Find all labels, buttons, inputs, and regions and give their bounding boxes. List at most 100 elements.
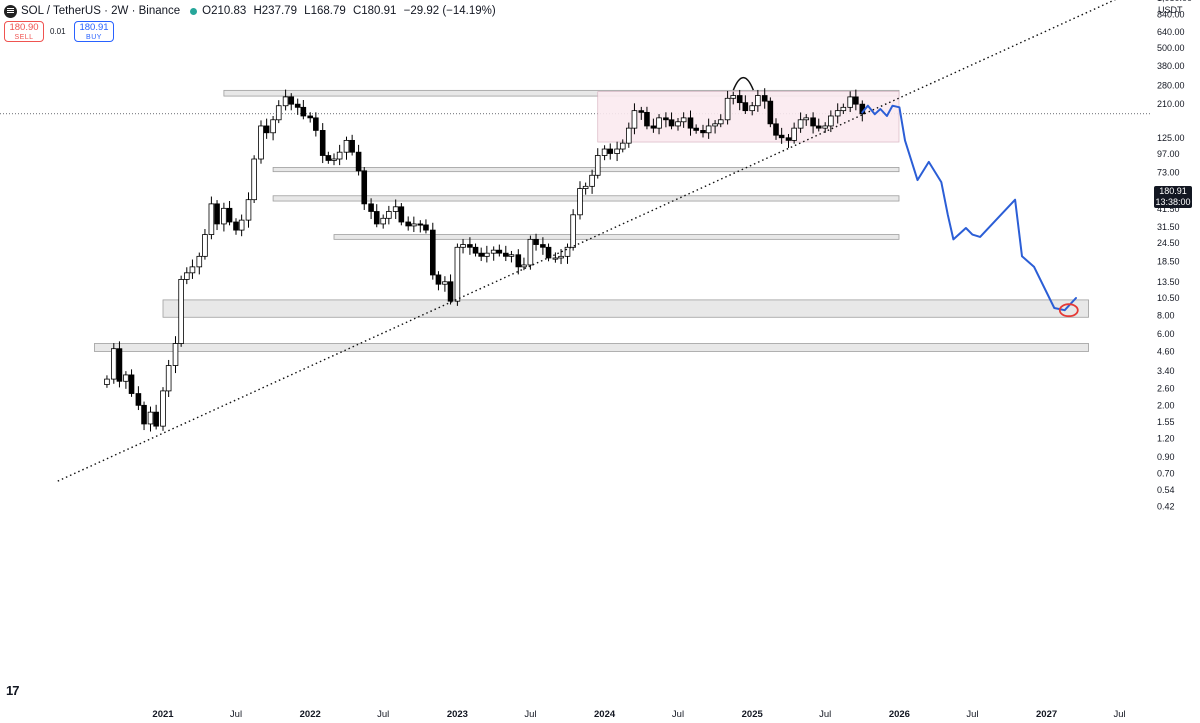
candle (773, 118, 779, 140)
candle-body (319, 130, 326, 156)
candle (656, 114, 662, 135)
price-tick-label: 6.00 (1157, 329, 1175, 339)
candle (607, 143, 614, 160)
candle (749, 101, 755, 116)
candle (815, 118, 822, 132)
candle-body (700, 130, 706, 134)
candle (319, 123, 326, 164)
candle (263, 118, 270, 139)
candle (251, 155, 257, 204)
trendline (57, 0, 1117, 482)
price-tick-label: 1.55 (1157, 417, 1175, 427)
candle-body (675, 121, 681, 127)
candle (196, 252, 203, 275)
candle (730, 91, 737, 105)
close-value: C180.91 (352, 5, 397, 17)
spread-value: 0.01 (50, 27, 66, 36)
candle-body (349, 139, 355, 153)
candle (508, 250, 515, 263)
time-tick-label: Jul (1114, 709, 1126, 720)
currency-selector[interactable]: USDT (1158, 5, 1183, 15)
symbol-title[interactable]: SOL / TetherUS · 2W · Binance (21, 5, 181, 17)
candle-body (447, 281, 454, 302)
candle (380, 214, 386, 229)
candle (803, 114, 810, 126)
candle (717, 114, 724, 128)
candle (355, 144, 362, 176)
candle-body (116, 348, 123, 382)
candles-layer (104, 88, 866, 432)
time-tick-label: Jul (819, 709, 831, 720)
candle (447, 274, 454, 305)
candle-body (656, 117, 662, 129)
candle (496, 244, 503, 257)
candle (460, 238, 466, 254)
candle (202, 228, 208, 260)
candle (834, 103, 841, 124)
candle (183, 267, 190, 285)
candle (454, 243, 461, 306)
candle-body (558, 255, 564, 259)
candle-body (755, 95, 761, 107)
candle-body (263, 125, 270, 134)
candle (472, 243, 479, 257)
price-tick-label: 0.90 (1157, 452, 1175, 462)
candle-body (693, 127, 699, 131)
candle-body (238, 219, 245, 231)
candle-body (221, 207, 227, 225)
price-tick-label: 280.00 (1157, 81, 1185, 91)
candle (594, 148, 601, 179)
sell-button[interactable]: 180.90 SELL (4, 21, 44, 42)
candle-body (717, 119, 724, 125)
candle (300, 100, 307, 120)
candle (687, 110, 694, 136)
price-tick-label: 640.00 (1157, 27, 1185, 37)
candle-body (484, 252, 490, 257)
candle (270, 116, 276, 141)
price-tick-label: 3.40 (1157, 366, 1175, 376)
candle-body (160, 390, 166, 427)
buy-price: 180.91 (79, 22, 109, 33)
time-tick-label: 2021 (152, 709, 174, 720)
candle-body (196, 255, 203, 268)
price-tick-label: 125.00 (1157, 133, 1185, 143)
candle (791, 122, 797, 144)
candle (411, 216, 417, 233)
buy-button[interactable]: 180.91 BUY (74, 21, 114, 42)
target-circle (1058, 303, 1079, 318)
candle-body (847, 96, 853, 108)
candle-body (552, 257, 559, 260)
candle (386, 205, 392, 225)
candle (429, 222, 436, 280)
candle-body (705, 125, 712, 134)
time-axis: 2021 Jul 2022 Jul 2023 Jul 2024 Jul 2025 Jul 2026 J… (152, 709, 1125, 720)
candle (582, 182, 589, 195)
candle (275, 100, 282, 124)
candle (336, 144, 343, 166)
price-tick-label: 41.50 (1157, 204, 1180, 214)
candle-body (355, 151, 362, 172)
change-value: −29.92 (−14.19%) (403, 5, 496, 17)
candle-body (104, 378, 110, 385)
sell-price: 180.90 (9, 22, 39, 33)
tradingview-logo-icon[interactable]: 17 (6, 683, 20, 698)
candle-body (325, 155, 332, 161)
buy-label: BUY (86, 34, 102, 41)
candle-body (797, 119, 804, 129)
candle (405, 216, 411, 231)
candle (545, 243, 552, 262)
time-tick-label: 2027 (1036, 709, 1057, 720)
candle (282, 89, 289, 111)
candle-body (245, 199, 252, 221)
candle-body (417, 223, 424, 226)
time-tick-label: 2025 (742, 709, 764, 720)
candle-body (294, 103, 301, 108)
candle-body (123, 374, 129, 382)
candle-body (336, 151, 343, 160)
candle-body (773, 123, 779, 136)
candle-body (411, 223, 417, 227)
candle-body (189, 266, 196, 274)
candle-body (840, 106, 847, 112)
candle (663, 112, 669, 128)
